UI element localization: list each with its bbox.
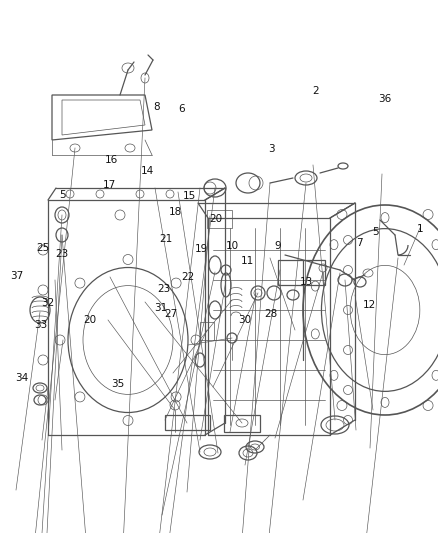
Text: 5: 5 [372, 227, 379, 237]
Text: 17: 17 [103, 180, 116, 190]
Text: 37: 37 [10, 271, 23, 281]
Text: 30: 30 [238, 315, 251, 325]
Text: 18: 18 [169, 207, 182, 217]
Text: 12: 12 [363, 301, 376, 310]
Text: 20: 20 [209, 214, 223, 223]
Text: 15: 15 [183, 191, 196, 201]
Text: 11: 11 [241, 256, 254, 266]
Text: 31: 31 [155, 303, 168, 313]
Text: 32: 32 [41, 298, 54, 308]
Text: 1: 1 [417, 224, 424, 234]
Text: 22: 22 [182, 272, 195, 282]
Text: 25: 25 [36, 243, 49, 253]
Text: 20: 20 [83, 315, 96, 325]
Text: 8: 8 [153, 102, 160, 111]
Text: 6: 6 [178, 104, 185, 114]
Text: 16: 16 [105, 155, 118, 165]
Text: 35: 35 [112, 379, 125, 389]
Text: 19: 19 [195, 245, 208, 254]
Text: 33: 33 [35, 320, 48, 330]
Text: 2: 2 [312, 86, 319, 95]
Text: 28: 28 [264, 310, 277, 319]
Text: 5: 5 [59, 190, 66, 199]
Text: 13: 13 [300, 278, 313, 287]
Text: 34: 34 [15, 374, 28, 383]
Text: 7: 7 [356, 238, 363, 247]
Text: 21: 21 [159, 234, 172, 244]
Text: 23: 23 [56, 249, 69, 259]
Text: 23: 23 [158, 284, 171, 294]
Text: 9: 9 [274, 241, 281, 251]
Text: 27: 27 [164, 310, 177, 319]
Text: 14: 14 [141, 166, 154, 175]
Text: 10: 10 [226, 241, 239, 251]
Text: 36: 36 [378, 94, 391, 103]
Text: 3: 3 [268, 144, 275, 154]
